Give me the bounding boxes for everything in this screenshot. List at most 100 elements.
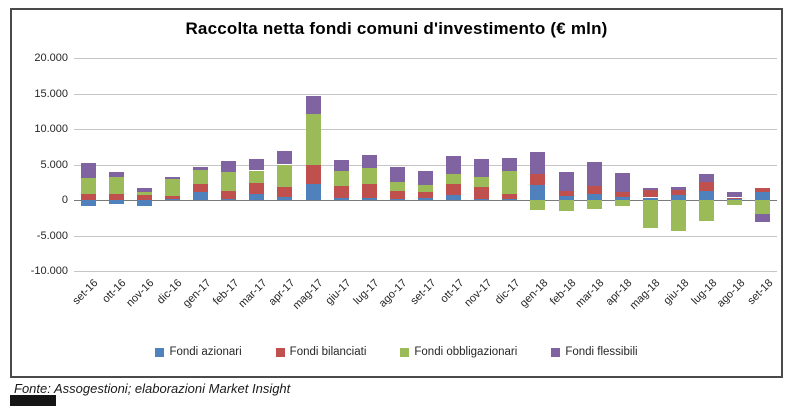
bar-segment xyxy=(530,173,545,186)
bar-segment xyxy=(81,193,96,200)
bar-segment xyxy=(165,176,180,179)
bar-segment xyxy=(502,199,517,201)
bar-segment xyxy=(474,198,489,200)
y-tick-label: 0 xyxy=(61,194,68,206)
bar-segment xyxy=(615,200,630,206)
legend-item: Fondi flessibili xyxy=(551,346,638,358)
x-tick-label: ago-18 xyxy=(714,277,748,310)
x-tick-label: ago-17 xyxy=(376,277,410,310)
bar-segment xyxy=(277,187,292,198)
bar-segment xyxy=(559,195,574,200)
bar-segment xyxy=(671,190,686,196)
y-tick-label: -10.000 xyxy=(30,265,68,277)
bar-segment xyxy=(334,160,349,171)
bar-segment xyxy=(306,164,321,184)
bar-segment xyxy=(418,170,433,186)
bar-segment xyxy=(193,167,208,170)
x-tick-label: set-18 xyxy=(745,277,776,308)
x-tick-label: set-16 xyxy=(70,277,101,308)
bar-segment xyxy=(277,164,292,188)
bar-segment xyxy=(137,187,152,192)
plot-area: 20.000 15.000 10.000 5.000 0 -5.000 -10.000 set… xyxy=(31,52,777,312)
chart-frame: Raccolta netta fondi comuni d'investimen… xyxy=(10,8,783,378)
bar-segment xyxy=(334,170,349,186)
x-tick-label: mag-18 xyxy=(627,277,663,312)
bar-segment xyxy=(446,156,461,175)
bar-segment xyxy=(137,191,152,195)
bar-segment xyxy=(109,194,124,200)
bar-segment xyxy=(727,197,742,200)
legend-swatch xyxy=(275,347,285,357)
bar-segment xyxy=(755,200,770,215)
bar-segment xyxy=(727,200,742,206)
bar-segment xyxy=(165,195,180,200)
bar-segment xyxy=(587,185,602,194)
bar-segment xyxy=(221,198,236,200)
x-tick-label: nov-16 xyxy=(124,277,157,310)
bar-segment xyxy=(502,171,517,194)
legend-swatch xyxy=(400,347,410,357)
bar-segment xyxy=(221,160,236,172)
bar-segment xyxy=(306,113,321,165)
bar-segment xyxy=(699,200,714,221)
bar-segment xyxy=(221,171,236,191)
gridline xyxy=(74,236,777,237)
bar-segment xyxy=(502,194,517,200)
y-tick-label: 15.000 xyxy=(34,88,68,100)
bar-segment xyxy=(474,158,489,177)
legend-item: Fondi bilanciati xyxy=(275,346,367,358)
gridline xyxy=(74,165,777,166)
bar-segment xyxy=(530,200,545,210)
bar-segment xyxy=(671,200,686,232)
bar-segment xyxy=(249,182,264,194)
bar-segment xyxy=(390,199,405,201)
bar-segment xyxy=(81,177,96,194)
bar-segment xyxy=(727,199,742,201)
bar-segment xyxy=(615,196,630,200)
legend-item: Fondi obbligazionari xyxy=(400,346,517,358)
bar-segment xyxy=(137,195,152,200)
bar-segment xyxy=(193,169,208,184)
bar-segment xyxy=(615,173,630,192)
y-tick-label: 5.000 xyxy=(40,159,68,171)
y-tick-label: 20.000 xyxy=(34,52,68,64)
bar-segment xyxy=(221,190,236,199)
bar-segment xyxy=(643,188,658,191)
gridline xyxy=(74,271,777,272)
bottom-left-artifact xyxy=(10,395,56,406)
bar-segment xyxy=(193,191,208,200)
bar-segment xyxy=(249,158,264,171)
y-tick-label: -5.000 xyxy=(36,230,68,242)
bar-segment xyxy=(390,181,405,191)
bar-segment xyxy=(474,187,489,199)
x-tick-label: set-17 xyxy=(408,277,439,308)
bar-segment xyxy=(755,187,770,192)
bar-segment xyxy=(81,162,96,178)
legend-label: Fondi flessibili xyxy=(565,346,638,358)
bar-segment xyxy=(362,197,377,200)
bar-segment xyxy=(643,197,658,200)
legend-item: Fondi azionari xyxy=(155,346,242,358)
bar-segment xyxy=(727,192,742,198)
bar-segment xyxy=(165,179,180,196)
x-tick-label: giu-18 xyxy=(661,277,692,308)
bar-segment xyxy=(755,191,770,200)
gridline xyxy=(74,129,777,130)
legend-label: Fondi bilanciati xyxy=(289,346,367,358)
bar-segment xyxy=(559,172,574,191)
bar-segment xyxy=(249,194,264,200)
bar-segment xyxy=(277,197,292,200)
legend-label: Fondi azionari xyxy=(169,346,242,358)
bar-segment xyxy=(193,184,208,192)
bar-segment xyxy=(334,197,349,200)
bar-segment xyxy=(306,95,321,114)
bar-segment xyxy=(249,170,264,183)
x-tick-label: mag-17 xyxy=(290,277,326,312)
bar-segment xyxy=(699,174,714,183)
bar-segment xyxy=(390,190,405,200)
bar-segment xyxy=(277,151,292,165)
bar-segment xyxy=(418,197,433,200)
bar-segment xyxy=(474,176,489,188)
x-tick-label: gen-18 xyxy=(517,277,551,310)
bar-segment xyxy=(81,200,96,206)
